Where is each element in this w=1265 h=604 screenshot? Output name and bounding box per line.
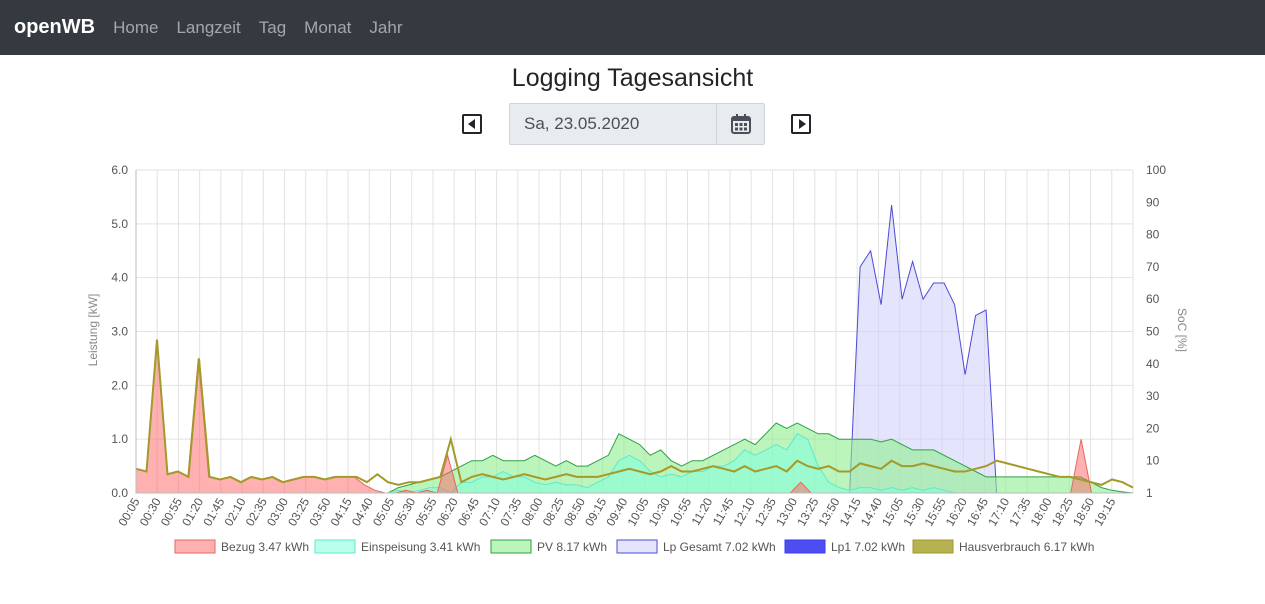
nav-link-home[interactable]: Home	[113, 17, 159, 37]
legend-label: PV 8.17 kWh	[537, 540, 607, 554]
caret-left-square-icon	[468, 119, 475, 129]
series-line-hausverbrauch	[135, 339, 1134, 489]
legend-item: Lp Gesamt 7.02 kWh	[616, 539, 776, 554]
legend-label: Einspeisung 3.41 kWh	[361, 540, 480, 554]
legend-swatch	[784, 539, 826, 554]
y-tick-right: 90	[1146, 195, 1160, 209]
legend-swatch	[174, 539, 216, 554]
calendar-icon	[730, 114, 751, 134]
daily-power-chart: 0.0 1.0 2.0 3.0 4.0 5.0 6.0 1 10 20 30 40 50 60 70 80 90…	[86, 163, 1189, 554]
legend-item: Lp1 7.02 kWh	[784, 539, 905, 554]
chart-areas	[135, 204, 1134, 494]
legend-swatch	[314, 539, 356, 554]
nav-link-jahr[interactable]: Jahr	[369, 17, 403, 37]
y-tick-right: 80	[1146, 228, 1160, 242]
y-axis-left-title: Leistung [kW]	[86, 294, 100, 367]
y-tick-right: 20	[1146, 421, 1160, 435]
y-tick-right: 40	[1146, 357, 1160, 371]
y-tick-right: 60	[1146, 292, 1160, 306]
legend-item: Hausverbrauch 6.17 kWh	[912, 539, 1094, 554]
nav-link-tag[interactable]: Tag	[258, 17, 287, 37]
y-tick-right: 100	[1146, 163, 1166, 177]
date-picker[interactable]: Sa, 23.05.2020	[509, 103, 765, 145]
legend-label: Lp1 7.02 kWh	[831, 540, 905, 554]
x-tick: 19:15	[1091, 495, 1118, 528]
legend-item: Einspeisung 3.41 kWh	[314, 539, 480, 554]
y-tick-left: 1.0	[111, 432, 128, 446]
y-tick-right: 70	[1146, 260, 1160, 274]
y-axis-right-title: SoC [%]	[1175, 308, 1189, 352]
y-tick-left: 4.0	[111, 271, 128, 285]
y-tick-left: 5.0	[111, 217, 128, 231]
y-tick-left: 6.0	[111, 163, 128, 177]
y-tick-left: 3.0	[111, 325, 128, 339]
prev-day-button[interactable]	[462, 114, 482, 134]
y-tick-left: 0.0	[111, 486, 128, 500]
y-tick-right: 10	[1146, 454, 1160, 468]
brand-logo[interactable]: openWB	[14, 16, 96, 38]
page-title: Logging Tagesansicht	[511, 64, 754, 92]
next-day-button[interactable]	[791, 114, 811, 134]
legend-item: PV 8.17 kWh	[490, 539, 607, 554]
legend-swatch	[490, 539, 532, 554]
calendar-button[interactable]	[716, 104, 764, 144]
y-tick-right: 30	[1146, 389, 1160, 403]
caret-right-square-icon	[799, 119, 806, 129]
y-tick-left: 2.0	[111, 378, 128, 392]
y-tick-right: 1	[1146, 486, 1153, 500]
legend-swatch	[912, 539, 954, 554]
legend-label: Hausverbrauch 6.17 kWh	[959, 540, 1094, 554]
x-tick: 11:20	[689, 495, 716, 528]
legend-item: Bezug 3.47 kWh	[174, 539, 309, 554]
chart-legend: Bezug 3.47 kWh Einspeisung 3.41 kWh PV 8.1…	[174, 539, 1094, 554]
x-tick: 10:55	[667, 495, 694, 528]
legend-label: Bezug 3.47 kWh	[221, 540, 309, 554]
navbar: openWB Home Langzeit Tag Monat Jahr	[0, 0, 1265, 55]
legend-label: Lp Gesamt 7.02 kWh	[663, 540, 776, 554]
nav-link-langzeit[interactable]: Langzeit	[176, 17, 241, 37]
y-tick-right: 50	[1146, 325, 1160, 339]
date-input[interactable]: Sa, 23.05.2020	[524, 114, 640, 133]
nav-link-monat[interactable]: Monat	[304, 17, 352, 37]
legend-swatch	[616, 539, 658, 554]
